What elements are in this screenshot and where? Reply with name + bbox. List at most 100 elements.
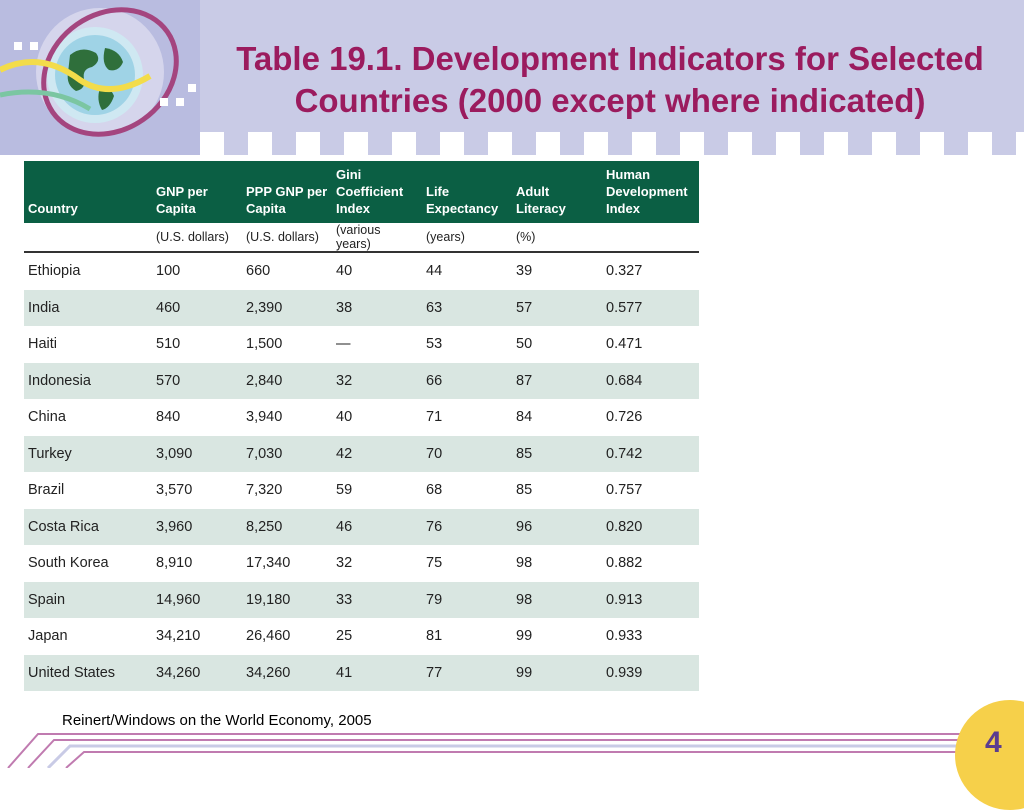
col-header-life: Life Expectancy bbox=[422, 161, 512, 223]
value-cell: 39 bbox=[516, 263, 533, 280]
col-header-gnp: GNP per Capita bbox=[152, 161, 242, 223]
value-cell: 8,910 bbox=[156, 555, 193, 572]
slide-title: Table 19.1. Development Indicators for S… bbox=[236, 40, 984, 119]
value-cell: 7,320 bbox=[246, 482, 283, 499]
value-cell: 57 bbox=[512, 289, 602, 326]
unit-cell: (years) bbox=[422, 223, 512, 253]
value-cell: 0.820 bbox=[602, 508, 699, 545]
country-cell: Turkey bbox=[24, 435, 152, 472]
source-note: Reinert/Windows on the World Economy, 20… bbox=[62, 712, 372, 729]
value-cell: 17,340 bbox=[246, 555, 291, 572]
value-cell: 84 bbox=[516, 409, 533, 426]
value-cell: 0.939 bbox=[602, 654, 699, 691]
table-header-row: Country GNP per Capita PPP GNP per Capit… bbox=[24, 161, 699, 223]
value-cell: 7,030 bbox=[242, 435, 332, 472]
value-cell: 3,570 bbox=[156, 482, 193, 499]
units-row: (U.S. dollars) (U.S. dollars) (various y… bbox=[24, 223, 699, 253]
country-cell: China bbox=[28, 409, 66, 426]
value-cell: 0.913 bbox=[602, 581, 699, 618]
value-cell: 0.757 bbox=[606, 482, 643, 499]
country-cell: Brazil bbox=[28, 482, 65, 499]
table-row: Indonesia 570 2,840 32 66 87 0.684 bbox=[24, 362, 699, 399]
value-cell: 85 bbox=[512, 435, 602, 472]
value-cell: 68 bbox=[426, 482, 443, 499]
value-cell: 33 bbox=[332, 581, 422, 618]
page-number: 4 bbox=[985, 726, 1002, 759]
value-cell: 66 bbox=[422, 362, 512, 399]
unit-cell bbox=[602, 223, 699, 253]
unit-cell: (various years) bbox=[332, 223, 422, 253]
value-cell: 100 bbox=[156, 263, 181, 280]
table-row: China 840 3,940 40 71 84 0.726 bbox=[24, 399, 699, 436]
value-cell: 14,960 bbox=[152, 581, 242, 618]
value-cell: 460 bbox=[152, 289, 242, 326]
value-cell: 570 bbox=[152, 362, 242, 399]
col-header-literacy: Adult Literacy bbox=[512, 161, 602, 223]
country-cell: United States bbox=[24, 654, 152, 691]
table-row: Ethiopia 100 660 40 44 39 0.327 bbox=[24, 252, 699, 290]
value-cell: 44 bbox=[426, 263, 443, 280]
unit-cell bbox=[24, 223, 152, 253]
country-cell: Costa Rica bbox=[24, 508, 152, 545]
value-cell: 98 bbox=[512, 581, 602, 618]
value-cell: — bbox=[336, 336, 351, 353]
value-cell: 87 bbox=[512, 362, 602, 399]
table-row: Japan 34,210 26,460 25 81 99 0.933 bbox=[24, 618, 699, 655]
value-cell: 99 bbox=[516, 628, 533, 645]
globe-icon bbox=[0, 7, 196, 137]
value-cell: 0.742 bbox=[602, 435, 699, 472]
value-cell: 1,500 bbox=[246, 336, 283, 353]
value-cell: 0.471 bbox=[606, 336, 643, 353]
value-cell: 32 bbox=[332, 362, 422, 399]
value-cell: 510 bbox=[156, 336, 181, 353]
footer-decoration bbox=[7, 733, 980, 768]
country-cell: Japan bbox=[28, 628, 68, 645]
value-cell: 85 bbox=[516, 482, 533, 499]
value-cell: 99 bbox=[512, 654, 602, 691]
value-cell: 32 bbox=[336, 555, 353, 572]
value-cell: 0.577 bbox=[602, 289, 699, 326]
value-cell: 34,260 bbox=[242, 654, 332, 691]
value-cell: 76 bbox=[422, 508, 512, 545]
value-cell: 40 bbox=[336, 409, 353, 426]
country-cell: Haiti bbox=[28, 336, 58, 353]
value-cell: 42 bbox=[332, 435, 422, 472]
value-cell: 81 bbox=[426, 628, 443, 645]
value-cell: 0.684 bbox=[602, 362, 699, 399]
value-cell: 96 bbox=[512, 508, 602, 545]
value-cell: 19,180 bbox=[242, 581, 332, 618]
table-row: Spain 14,960 19,180 33 79 98 0.913 bbox=[24, 581, 699, 618]
value-cell: 0.327 bbox=[606, 263, 643, 280]
table-row: United States 34,260 34,260 41 77 99 0.939 bbox=[24, 654, 699, 691]
value-cell: 40 bbox=[336, 263, 353, 280]
value-cell: 70 bbox=[422, 435, 512, 472]
unit-cell: (%) bbox=[512, 223, 602, 253]
col-header-hdi: Human Development Index bbox=[602, 161, 699, 223]
col-header-gini: Gini Coefficient Index bbox=[332, 161, 422, 223]
table-row: Haiti 510 1,500 — 53 50 0.471 bbox=[24, 326, 699, 363]
value-cell: 63 bbox=[422, 289, 512, 326]
value-cell: 0.882 bbox=[606, 555, 643, 572]
table-row: South Korea 8,910 17,340 32 75 98 0.882 bbox=[24, 545, 699, 582]
table-row: Brazil 3,570 7,320 59 68 85 0.757 bbox=[24, 472, 699, 509]
table-row: Turkey 3,090 7,030 42 70 85 0.742 bbox=[24, 435, 699, 472]
table-row: India 460 2,390 38 63 57 0.577 bbox=[24, 289, 699, 326]
table-row: Costa Rica 3,960 8,250 46 76 96 0.820 bbox=[24, 508, 699, 545]
value-cell: 77 bbox=[422, 654, 512, 691]
value-cell: 75 bbox=[426, 555, 443, 572]
value-cell: 26,460 bbox=[246, 628, 291, 645]
value-cell: 79 bbox=[422, 581, 512, 618]
value-cell: 0.726 bbox=[606, 409, 643, 426]
value-cell: 840 bbox=[156, 409, 181, 426]
col-header-ppp: PPP GNP per Capita bbox=[242, 161, 332, 223]
value-cell: 2,390 bbox=[242, 289, 332, 326]
value-cell: 3,960 bbox=[152, 508, 242, 545]
value-cell: 50 bbox=[516, 336, 533, 353]
value-cell: 660 bbox=[246, 263, 271, 280]
value-cell: 34,210 bbox=[156, 628, 201, 645]
value-cell: 8,250 bbox=[242, 508, 332, 545]
unit-cell: (U.S. dollars) bbox=[152, 223, 242, 253]
value-cell: 25 bbox=[336, 628, 353, 645]
country-cell: Spain bbox=[24, 581, 152, 618]
checker-strip bbox=[200, 132, 1024, 155]
